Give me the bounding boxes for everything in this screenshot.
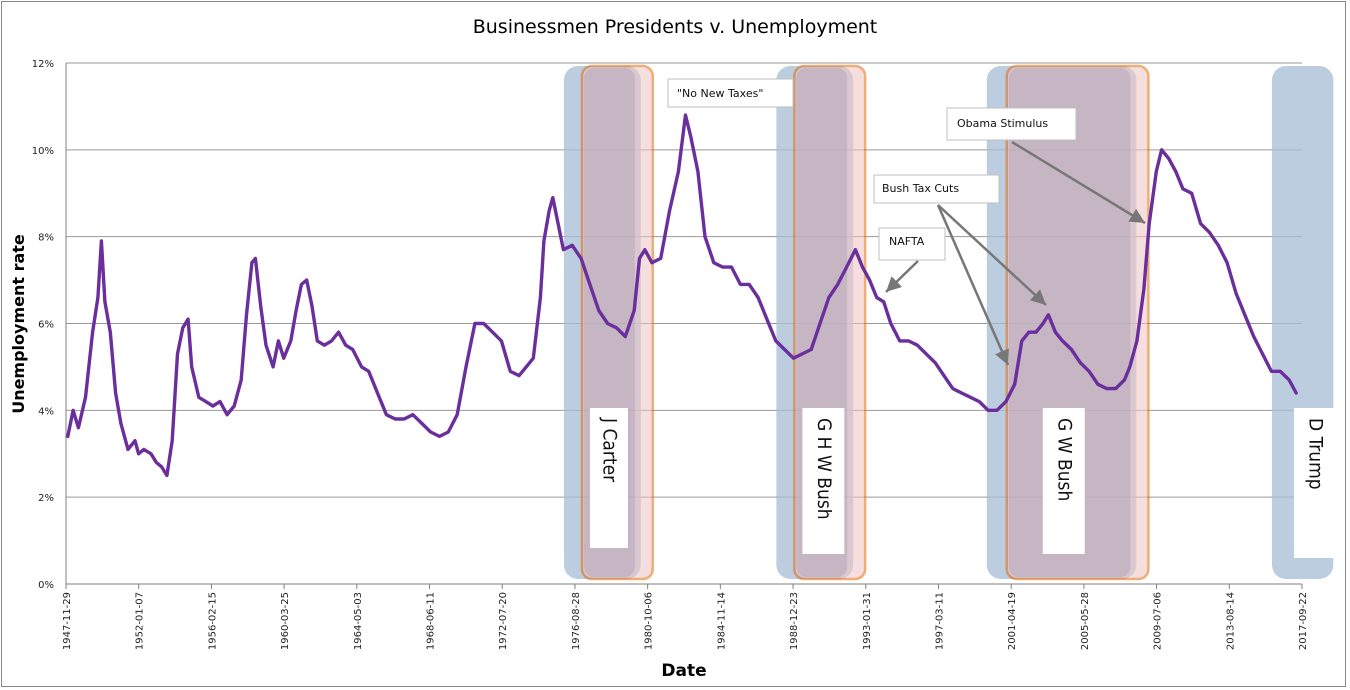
x-tick-label: 1952-01-07 [135,592,146,650]
president-bands [563,64,1334,581]
x-tick-label: 1972-07-20 [498,592,509,650]
annotation-obama-stimulus: Obama Stimulus [957,117,1048,130]
x-tick-label: 1968-06-11 [426,592,437,650]
x-tick-label: 1956-02-15 [207,592,218,650]
x-tick-label: 2001-04-19 [1007,592,1018,650]
president-label: G H W Bush [813,418,835,520]
annotation-nafta: NAFTA [889,235,925,248]
annotation-bush-tax-cuts: Bush Tax Cuts [882,182,959,195]
president-label: D Trump [1304,418,1326,490]
annotation-box-bush-tax-cuts [873,174,1000,204]
y-tick-label: 0% [38,580,54,591]
y-tick-label: 12% [32,59,54,70]
x-tick-label: 1984-11-14 [716,592,727,650]
arrow-obama-stimulus [1011,140,1146,225]
president-label-box [1293,408,1336,558]
x-tick-label: 1993-01-31 [862,592,873,650]
x-tick-label: 2017-09-22 [1298,592,1309,650]
annotation-no-new-taxes: "No New Taxes" [677,87,763,100]
x-tick-label: 2013-08-14 [1225,592,1236,650]
arrow-bush-tax-cuts-2001 [936,204,1010,366]
x-tick-label: 2009-07-06 [1153,592,1164,650]
series-line-unemployment [66,113,1298,478]
annotations: "No New Taxes" Obama Stimulus Bush Tax C… [667,78,1146,366]
x-tick-label: 1988-12-23 [789,592,800,650]
president-label: G W Bush [1053,418,1075,501]
y-tick-labels: 0% 2% 4% 6% 8% 10% 12% [32,59,54,591]
president-label-box [1042,408,1085,554]
x-tick-label: 1964-05-03 [353,592,364,650]
chart-title: Businessmen Presidents v. Unemployment [473,16,878,38]
x-tick-labels: 1947-11-29 1952-01-07 1956-02-15 1960-03-25… [62,584,1309,650]
president-label-box [589,408,628,548]
annotation-box-obama-stimulus [946,107,1077,141]
arrow-bush-tax-cuts-2003 [937,204,1047,306]
x-axis-label: Date [661,661,706,681]
president-labels: J Carter G H W Bush G W Bush D Trump [589,408,1336,558]
x-tick-label: 2005-05-28 [1080,592,1091,650]
x-tick-label: 1980-10-06 [644,592,655,650]
arrow-nafta [885,260,919,293]
y-tick-label: 2% [38,493,54,504]
y-tick-label: 8% [38,233,54,244]
x-tick-label: 1947-11-29 [62,592,73,650]
president-label: J Carter [598,417,620,483]
y-axis-label: Unemployment rate [9,234,28,414]
annotation-box-nafta [878,227,946,261]
x-tick-label: 1976-08-28 [571,592,582,650]
y-tick-label: 6% [38,320,54,331]
president-label-box [802,408,845,554]
annotation-box-no-new-taxes [667,78,794,108]
y-tick-label: 4% [38,406,54,417]
president-band-outline [1005,64,1150,581]
x-tick-label: 1997-03-11 [934,592,945,650]
x-tick-label: 1960-03-25 [280,592,291,650]
y-tick-label: 10% [32,146,54,157]
